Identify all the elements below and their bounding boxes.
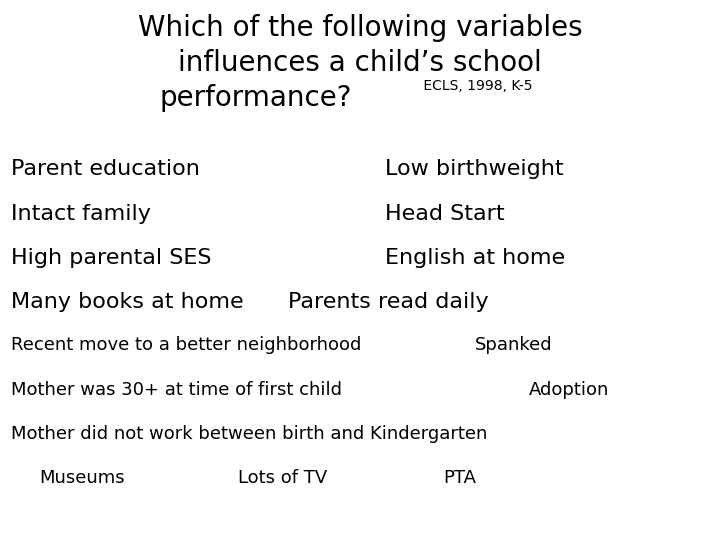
Text: ECLS, 1998, K-5: ECLS, 1998, K-5 <box>419 79 533 93</box>
Text: Recent move to a better neighborhood: Recent move to a better neighborhood <box>11 336 361 354</box>
Text: Intact family: Intact family <box>11 204 150 224</box>
Text: performance?: performance? <box>159 84 352 112</box>
Text: Museums: Museums <box>40 469 125 487</box>
Text: Adoption: Adoption <box>529 381 610 399</box>
Text: Low birthweight: Low birthweight <box>385 159 564 179</box>
Text: Mother did not work between birth and Kindergarten: Mother did not work between birth and Ki… <box>11 425 487 443</box>
Text: Parents read daily: Parents read daily <box>288 292 489 312</box>
Text: Mother was 30+ at time of first child: Mother was 30+ at time of first child <box>11 381 342 399</box>
Text: Parent education: Parent education <box>11 159 199 179</box>
Text: influences a child’s school: influences a child’s school <box>178 49 542 77</box>
Text: Head Start: Head Start <box>385 204 505 224</box>
Text: PTA: PTA <box>443 469 476 487</box>
Text: Which of the following variables: Which of the following variables <box>138 14 582 42</box>
Text: Spanked: Spanked <box>475 336 553 354</box>
Text: English at home: English at home <box>385 248 565 268</box>
Text: Many books at home: Many books at home <box>11 292 243 312</box>
Text: High parental SES: High parental SES <box>11 248 211 268</box>
Text: Lots of TV: Lots of TV <box>238 469 327 487</box>
